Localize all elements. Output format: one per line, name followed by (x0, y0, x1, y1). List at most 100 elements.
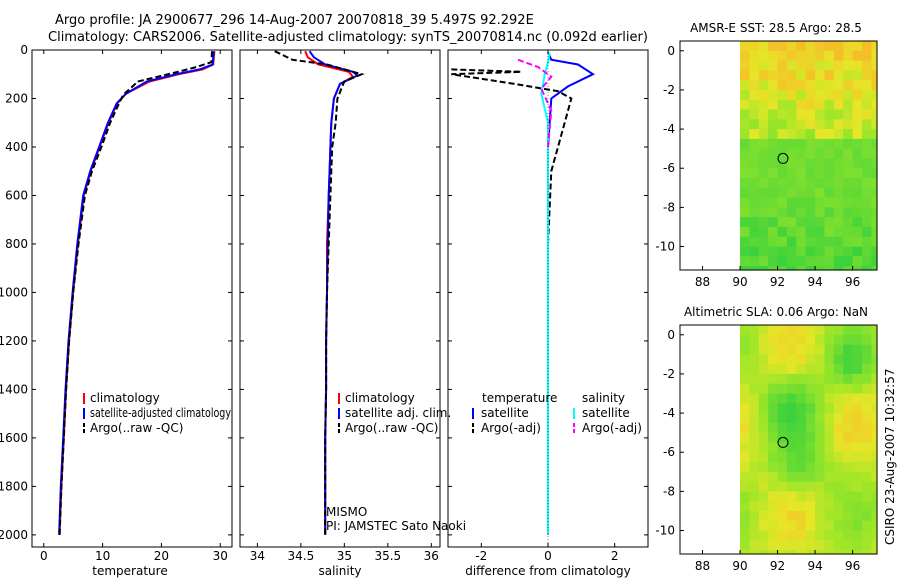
heatmap-cell (758, 325, 769, 336)
heatmap-cell (768, 119, 779, 130)
heatmap-cell (758, 50, 769, 62)
heatmap-cell (871, 383, 878, 395)
heatmap-cell (871, 197, 878, 208)
heatmap-cell (768, 197, 779, 208)
heatmap-cell (768, 413, 779, 424)
heatmap-cell (824, 236, 835, 248)
heatmap-cell (871, 129, 878, 140)
heatmap-cell (815, 530, 826, 541)
heatmap-cell (796, 462, 807, 473)
heatmap-cell (796, 60, 807, 71)
heatmap-cell (805, 373, 816, 385)
heatmap-cell (768, 168, 779, 179)
heatmap-cell (871, 109, 878, 120)
heatmap-cell (824, 256, 835, 267)
heatmap-cell (758, 148, 769, 159)
heatmap-cell (871, 41, 878, 52)
heatmap-cell (786, 197, 797, 208)
heatmap-cell (796, 217, 807, 228)
heatmap-cell (768, 236, 779, 248)
heatmap-cell (740, 481, 750, 492)
heatmap-cell (777, 89, 788, 101)
heatmap-cell (786, 413, 797, 424)
heatmap-cell (805, 501, 816, 512)
heatmap-cell (768, 530, 779, 541)
heatmap-cell (862, 432, 872, 443)
heatmap-cell (871, 481, 878, 492)
heatmap-cell (768, 462, 779, 473)
x-tick-label: 92 (770, 559, 785, 573)
x-tick-label: 94 (807, 275, 822, 289)
heatmap-cell (740, 393, 750, 404)
heatmap-cell (862, 354, 872, 365)
heatmap-cell (815, 89, 826, 101)
heatmap-cell (740, 236, 750, 248)
heatmap-cell (768, 344, 779, 355)
heatmap-cell (805, 344, 816, 355)
heatmap-cell (833, 403, 844, 414)
heatmap-cell (786, 80, 797, 91)
heatmap-cell (768, 207, 779, 218)
heatmap-cell (843, 226, 854, 238)
heatmap-cell (786, 70, 797, 81)
heatmap-cell (815, 452, 826, 463)
y-tick-label: -8 (663, 484, 675, 498)
heatmap-cell (871, 246, 878, 257)
heatmap-cell (833, 510, 844, 522)
series-line-temperature-argo-adj (451, 68, 573, 341)
heatmap-cell (862, 197, 872, 208)
heatmap-cell (740, 109, 750, 120)
legend-label-sal-satellite: satellite (582, 406, 630, 420)
heatmap-cell (852, 138, 863, 150)
heatmap-cell (833, 364, 844, 375)
heatmap-cell (843, 520, 854, 532)
heatmap-cell (768, 138, 779, 150)
heatmap-cell (805, 187, 816, 199)
heatmap-cell (862, 256, 872, 267)
heatmap-cell (862, 187, 872, 199)
heatmap-cell (749, 217, 760, 228)
heatmap-cell (805, 256, 816, 267)
heatmap-cell (786, 510, 797, 522)
heatmap-cell (862, 119, 872, 130)
heatmap-cell (786, 530, 797, 541)
heatmap-cell (843, 452, 854, 463)
x-tick-label: 0 (40, 549, 48, 563)
series-line-satellite-adjusted-climatology (58, 51, 215, 535)
heatmap-cell (852, 207, 863, 218)
heatmap-cell (758, 207, 769, 218)
heatmap-cell (862, 138, 872, 150)
heatmap-cell (852, 491, 863, 502)
heatmap-cell (833, 207, 844, 218)
temperature-legend: climatology satellite-adjusted climatolo… (83, 391, 231, 435)
heatmap-cell (805, 354, 816, 365)
heatmap-cell (796, 491, 807, 502)
heatmap-cell (824, 510, 835, 522)
heatmap-cell (824, 178, 835, 189)
heatmap-cell (777, 452, 788, 463)
heatmap-cell (805, 236, 816, 248)
heatmap-cell (740, 138, 750, 150)
heatmap-cell (843, 138, 854, 150)
heatmap-cell (796, 266, 807, 271)
x-tick-label: 20 (154, 549, 169, 563)
heatmap-cell (768, 354, 779, 365)
heatmap-cell (777, 481, 788, 492)
heatmap-cell (871, 491, 878, 502)
salinity-legend: climatology satellite adj. clim. Argo(..… (338, 391, 451, 435)
heatmap-cell (749, 207, 760, 218)
heatmap-cell (824, 550, 835, 555)
heatmap-cell (843, 99, 854, 111)
heatmap-cell (786, 129, 797, 140)
heatmap-cell (852, 41, 863, 52)
heatmap-cell (758, 89, 769, 101)
heatmap-cell (786, 109, 797, 120)
heatmap-cell (740, 256, 750, 267)
heatmap-cell (758, 540, 769, 551)
heatmap-cell (871, 550, 878, 555)
heatmap-cell (796, 510, 807, 522)
heatmap-cell (796, 383, 807, 395)
heatmap-cell (740, 266, 750, 271)
heatmap-cell (843, 236, 854, 248)
heatmap-cell (740, 491, 750, 502)
